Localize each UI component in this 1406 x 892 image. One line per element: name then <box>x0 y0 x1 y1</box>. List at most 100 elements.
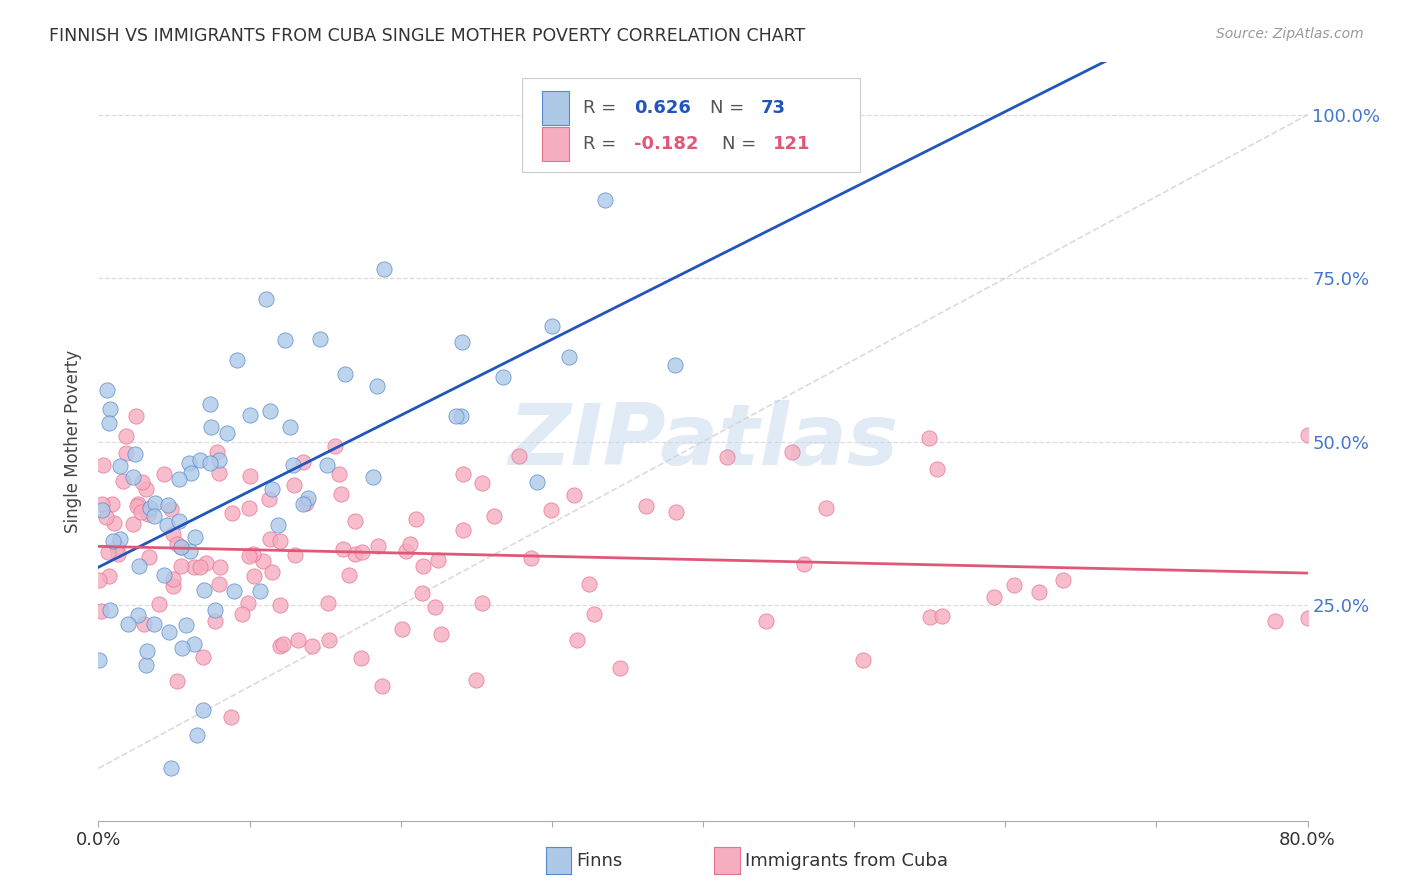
FancyBboxPatch shape <box>543 91 569 125</box>
Point <box>329 487 352 501</box>
Point <box>557 351 579 365</box>
Point <box>91 502 114 516</box>
Point <box>271 637 294 651</box>
Text: Immigrants from Cuba: Immigrants from Cuba <box>745 852 948 870</box>
Point <box>132 616 155 631</box>
Point <box>145 496 167 510</box>
Point <box>927 462 949 476</box>
Text: 73: 73 <box>761 99 786 117</box>
Point <box>363 469 385 483</box>
Point <box>274 333 297 347</box>
Point <box>143 509 166 524</box>
Point <box>269 598 291 612</box>
Point <box>93 458 115 472</box>
Point <box>184 530 207 544</box>
Point <box>1264 614 1286 628</box>
Point <box>1002 578 1025 592</box>
Point <box>423 600 446 615</box>
Point <box>259 404 281 418</box>
Point <box>122 470 145 484</box>
Point <box>169 472 191 486</box>
Point <box>125 409 148 424</box>
Point <box>780 445 803 459</box>
Point <box>190 453 212 467</box>
Point <box>148 597 170 611</box>
Point <box>183 637 205 651</box>
Text: ZIPatlas: ZIPatlas <box>508 400 898 483</box>
Point <box>159 502 181 516</box>
Point <box>325 439 347 453</box>
Point <box>204 603 226 617</box>
Point <box>97 545 120 559</box>
Point <box>236 596 259 610</box>
Point <box>231 607 253 621</box>
Point <box>308 332 330 346</box>
Text: 121: 121 <box>773 135 811 153</box>
Point <box>239 469 262 483</box>
Point <box>492 369 515 384</box>
Point <box>269 533 291 548</box>
Point <box>411 586 433 600</box>
Point <box>193 582 215 597</box>
Point <box>226 352 249 367</box>
Point <box>450 334 472 349</box>
Point <box>131 505 153 519</box>
Point <box>156 518 179 533</box>
Point <box>333 367 356 381</box>
Point <box>716 450 738 464</box>
Text: -0.182: -0.182 <box>634 135 699 153</box>
Text: R =: R = <box>583 99 623 117</box>
Point <box>131 475 153 489</box>
Point <box>578 577 600 591</box>
Point <box>482 509 505 524</box>
Point <box>297 491 319 506</box>
Text: N =: N = <box>723 135 762 153</box>
Point <box>114 429 136 443</box>
Point <box>252 554 274 568</box>
Point <box>318 633 340 648</box>
Point <box>471 476 494 491</box>
Point <box>179 456 201 470</box>
Point <box>170 559 193 574</box>
Point <box>367 540 389 554</box>
Point <box>115 446 138 460</box>
Point <box>107 547 129 561</box>
Point <box>204 614 226 628</box>
Point <box>139 501 162 516</box>
Point <box>166 674 188 689</box>
Y-axis label: Single Mother Poverty: Single Mother Poverty <box>65 350 83 533</box>
Point <box>200 397 222 411</box>
Point <box>508 449 530 463</box>
Point <box>127 496 149 510</box>
Point <box>316 458 339 472</box>
Point <box>238 549 260 563</box>
Point <box>755 614 778 628</box>
Point <box>97 569 120 583</box>
Point <box>301 639 323 653</box>
Point <box>208 576 231 591</box>
Point <box>565 632 588 647</box>
Point <box>108 459 131 474</box>
Point <box>112 474 135 488</box>
Point <box>284 548 307 562</box>
Point <box>562 488 585 502</box>
Point <box>172 641 194 656</box>
Point <box>208 560 231 574</box>
Point <box>157 624 180 639</box>
Point <box>162 572 184 586</box>
Point <box>101 534 124 549</box>
Point <box>366 379 388 393</box>
Point <box>983 591 1005 605</box>
Point <box>343 514 366 528</box>
Text: 0.626: 0.626 <box>634 99 690 117</box>
Point <box>135 657 157 672</box>
Point <box>91 497 114 511</box>
Point <box>170 541 193 555</box>
Point <box>931 608 953 623</box>
Point <box>281 458 304 472</box>
Point <box>526 475 548 489</box>
Point <box>426 553 449 567</box>
Point <box>170 540 193 554</box>
Point <box>153 467 176 482</box>
Point <box>295 496 318 510</box>
